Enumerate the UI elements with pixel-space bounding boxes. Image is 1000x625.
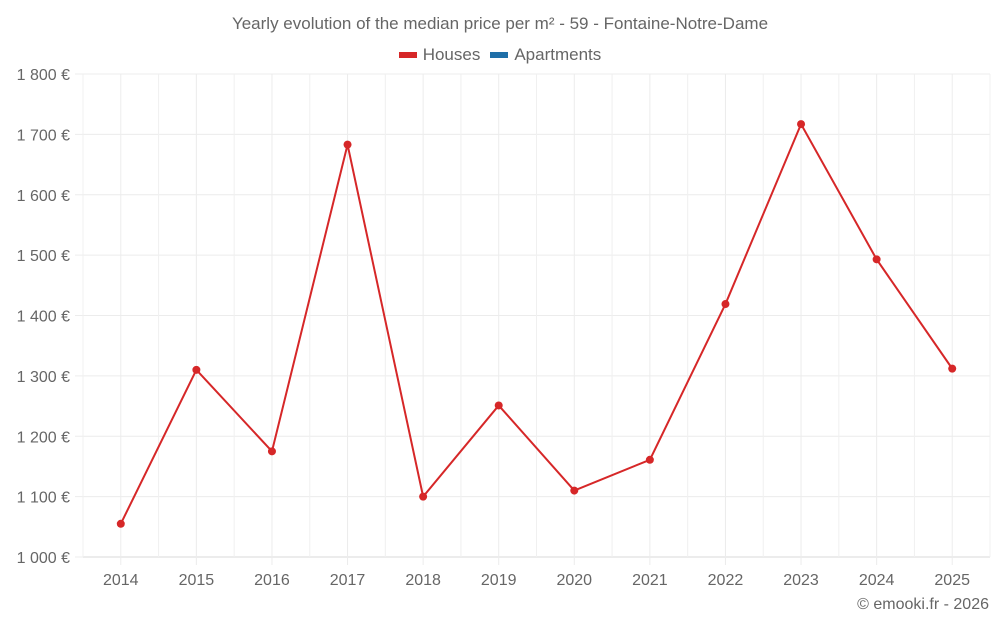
series-line-houses xyxy=(119,121,954,525)
apartments-swatch-icon xyxy=(490,52,509,58)
x-tick-label: 2016 xyxy=(254,572,290,589)
data-point[interactable] xyxy=(645,455,654,464)
x-tick-label: 2017 xyxy=(330,572,366,589)
credit: © emooki.fr - 2026 xyxy=(857,596,989,613)
x-tick-label: 2021 xyxy=(632,572,668,589)
legend-item-apartments[interactable]: Apartments xyxy=(490,45,601,65)
legend-label-houses: Houses xyxy=(422,45,481,64)
data-point[interactable] xyxy=(419,492,428,501)
y-tick-label: 1 400 € xyxy=(17,309,70,326)
legend-label-apartments: Apartments xyxy=(514,45,602,64)
data-point[interactable] xyxy=(116,519,125,528)
y-tick-label: 1 100 € xyxy=(17,490,70,507)
x-tick-label: 2014 xyxy=(103,572,139,589)
y-tick-label: 1 600 € xyxy=(17,188,70,205)
data-point[interactable] xyxy=(570,486,579,495)
x-tick-label: 2015 xyxy=(179,572,215,589)
x-tick-label: 2022 xyxy=(708,572,744,589)
y-tick-label: 1 200 € xyxy=(17,429,70,446)
x-tick-label: 2024 xyxy=(859,572,895,589)
y-tick-label: 1 800 € xyxy=(17,67,70,84)
data-point[interactable] xyxy=(192,365,201,374)
data-point[interactable] xyxy=(948,364,957,373)
legend-item-houses[interactable]: Houses xyxy=(398,45,481,65)
data-point[interactable] xyxy=(267,447,276,456)
x-tick-label: 2025 xyxy=(934,572,970,589)
legend: Houses Apartments xyxy=(0,45,1000,65)
y-tick-label: 1 300 € xyxy=(17,369,70,386)
x-tick-label: 2020 xyxy=(556,572,592,589)
x-tick-label: 2018 xyxy=(405,572,441,589)
y-tick-label: 1 000 € xyxy=(17,550,70,567)
y-tick-label: 1 500 € xyxy=(17,248,70,265)
x-tick-label: 2019 xyxy=(481,572,517,589)
y-tick-label: 1 700 € xyxy=(17,127,70,144)
chart-title: Yearly evolution of the median price per… xyxy=(231,14,769,33)
data-point[interactable] xyxy=(721,300,730,309)
data-point[interactable] xyxy=(797,120,806,129)
data-point[interactable] xyxy=(343,140,352,149)
data-point[interactable] xyxy=(494,401,503,410)
data-point[interactable] xyxy=(872,255,881,264)
x-tick-label: 2023 xyxy=(783,572,819,589)
houses-swatch-icon xyxy=(398,52,417,58)
